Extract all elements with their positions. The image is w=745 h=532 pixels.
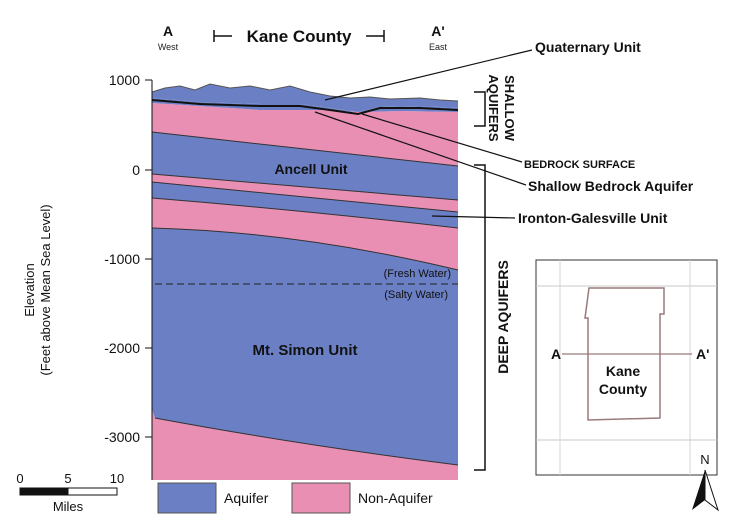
north-arrow: N — [692, 452, 719, 512]
aquifer-brackets: SHALLOW AQUIFERS DEEP AQUIFERS — [474, 74, 517, 471]
shallow-bedrock-callout: Shallow Bedrock Aquifer — [528, 178, 694, 194]
ancell-unit-label: Ancell Unit — [274, 161, 347, 177]
county-label: Kane County — [247, 27, 352, 46]
y-tick-minus-1000: -1000 — [104, 251, 140, 267]
layer-lower-confining-unit — [152, 198, 458, 270]
legend-aquifer-label: Aquifer — [224, 490, 269, 506]
quaternary-callout: Quaternary Unit — [535, 39, 641, 55]
mt-simon-unit-label: Mt. Simon Unit — [253, 342, 358, 359]
scale-bar: 0 5 10 Miles — [16, 471, 124, 514]
point-a-prime-label: A' — [431, 23, 444, 39]
layer-ironton-galesville-aquifer — [152, 182, 458, 228]
point-a-prime-direction: East — [429, 42, 448, 52]
cross-section-layers — [151, 83, 459, 480]
y-tick-0: 0 — [132, 162, 140, 178]
fresh-water-label: (Fresh Water) — [384, 268, 451, 280]
legend: Aquifer Non-Aquifer — [157, 482, 433, 514]
layer-mt-simon-aquifer — [152, 228, 458, 465]
shallow-bracket-label-line2: AQUIFERS — [486, 74, 501, 142]
y-tick-1000: 1000 — [109, 72, 140, 88]
callouts: Quaternary Unit BEDROCK SURFACE Shallow … — [314, 39, 694, 226]
salty-water-label: (Salty Water) — [384, 289, 448, 301]
y-axis-label-line2: (Feet above Mean Sea Level) — [38, 204, 53, 375]
layer-quaternary-aquifer — [152, 84, 458, 112]
inset-map: A A' Kane County — [535, 259, 718, 476]
legend-aquifer-swatch — [157, 482, 217, 514]
y-tick-minus-3000: -3000 — [104, 429, 140, 445]
kane-county-outline — [584, 287, 665, 421]
inset-county-label-line1: Kane — [606, 363, 640, 379]
section-header: A West Kane County A' East — [158, 23, 448, 52]
north-arrow-icon — [692, 470, 705, 510]
north-label: N — [700, 452, 709, 467]
inset-point-a-prime: A' — [696, 346, 709, 362]
shallow-bracket-label-line1: SHALLOW — [502, 75, 517, 141]
layer-bottom-non-aquifer — [152, 410, 458, 480]
y-axis-label-line1: Elevation — [22, 263, 37, 316]
ironton-galesville-callout: Ironton-Galesville Unit — [518, 210, 668, 226]
inset-point-a: A — [551, 346, 561, 362]
inset-county-label-line2: County — [599, 381, 647, 397]
layer-ancell-aquifer — [152, 132, 458, 200]
scale-tick-5: 5 — [64, 471, 71, 486]
scale-unit: Miles — [53, 499, 84, 514]
y-axis: 1000 0 -1000 -2000 -3000 Elevation (Feet… — [22, 72, 153, 480]
deep-bracket-label: DEEP AQUIFERS — [495, 260, 511, 374]
point-a-direction: West — [158, 42, 179, 52]
legend-non-aquifer-swatch — [291, 482, 351, 514]
layer-upper-confining-unit — [152, 103, 458, 166]
y-tick-minus-2000: -2000 — [104, 340, 140, 356]
bedrock-surface-line — [151, 99, 459, 116]
layer-thin-confining-unit — [152, 174, 458, 212]
scale-tick-0: 0 — [16, 471, 23, 486]
bedrock-surface-callout: BEDROCK SURFACE — [524, 159, 635, 171]
legend-non-aquifer-label: Non-Aquifer — [358, 490, 433, 506]
point-a-label: A — [163, 23, 173, 39]
scale-tick-10: 10 — [110, 471, 124, 486]
